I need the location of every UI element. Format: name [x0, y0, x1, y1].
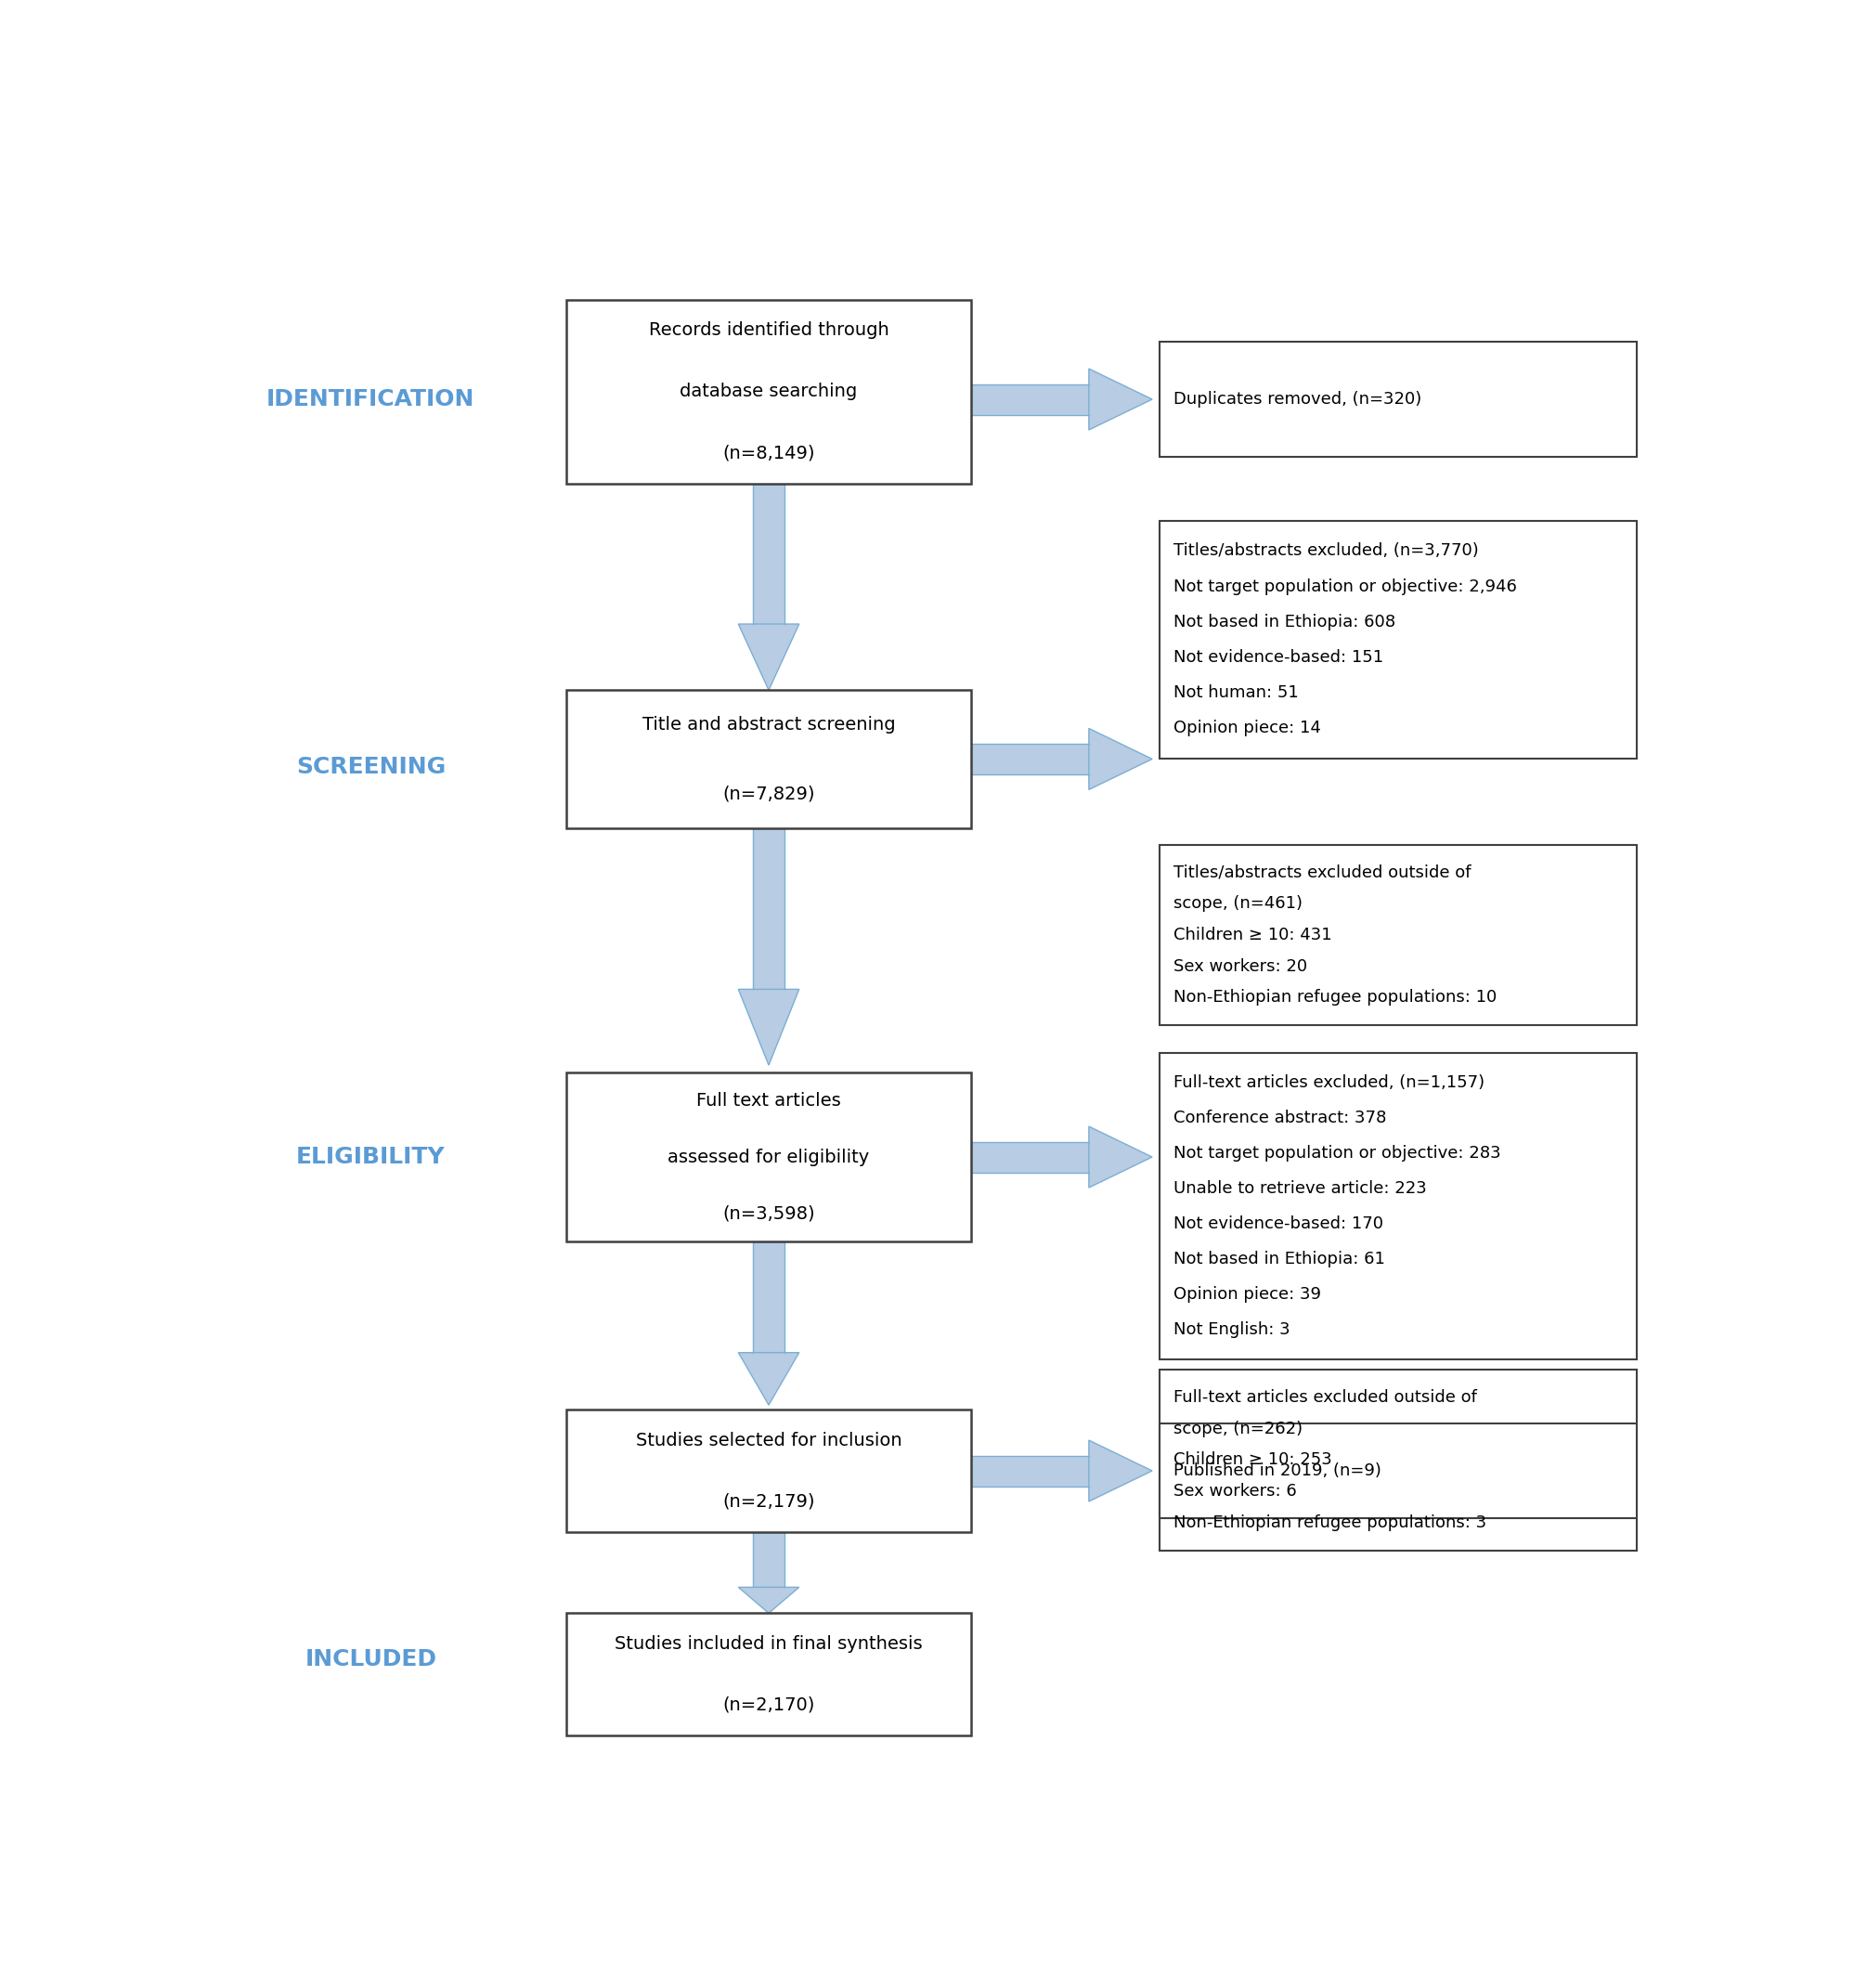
Bar: [752, 827, 784, 990]
Bar: [566, 1409, 971, 1533]
Text: Conference abstract: 378: Conference abstract: 378: [1174, 1109, 1387, 1127]
Text: Records identified through: Records identified through: [648, 322, 889, 340]
Text: Not target population or objective: 283: Not target population or objective: 283: [1174, 1145, 1501, 1161]
Bar: [1159, 845, 1637, 1026]
Text: Title and abstract screening: Title and abstract screening: [642, 716, 896, 734]
Text: Children ≥ 10: 253: Children ≥ 10: 253: [1174, 1451, 1333, 1469]
Text: Titles/abstracts excluded, (n=3,770): Titles/abstracts excluded, (n=3,770): [1174, 543, 1479, 559]
Text: (n=8,149): (n=8,149): [723, 443, 814, 461]
Text: Non-Ethiopian refugee populations: 3: Non-Ethiopian refugee populations: 3: [1174, 1515, 1486, 1531]
Polygon shape: [1088, 368, 1152, 429]
Text: Full-text articles excluded, (n=1,157): Full-text articles excluded, (n=1,157): [1174, 1074, 1484, 1091]
Text: IDENTIFICATION: IDENTIFICATION: [267, 388, 474, 410]
Text: Not human: 51: Not human: 51: [1174, 684, 1299, 702]
Text: Not evidence-based: 151: Not evidence-based: 151: [1174, 648, 1383, 666]
Bar: [971, 1141, 1088, 1173]
Text: Full-text articles excluded outside of: Full-text articles excluded outside of: [1174, 1390, 1477, 1406]
Text: scope, (n=461): scope, (n=461): [1174, 895, 1303, 912]
Text: Not target population or objective: 2,946: Not target population or objective: 2,94…: [1174, 579, 1518, 594]
Text: Duplicates removed, (n=320): Duplicates removed, (n=320): [1174, 392, 1423, 408]
Bar: [1159, 521, 1637, 757]
Bar: [752, 1241, 784, 1352]
Text: ELIGIBILITY: ELIGIBILITY: [297, 1145, 446, 1169]
Text: Sex workers: 6: Sex workers: 6: [1174, 1483, 1298, 1499]
Bar: [566, 1074, 971, 1241]
Text: (n=2,170): (n=2,170): [723, 1696, 814, 1714]
Text: Studies selected for inclusion: Studies selected for inclusion: [635, 1431, 902, 1449]
Bar: [971, 744, 1088, 775]
Text: Full text articles: Full text articles: [696, 1091, 840, 1109]
Polygon shape: [737, 990, 799, 1066]
Text: Unable to retrieve article: 223: Unable to retrieve article: 223: [1174, 1181, 1426, 1197]
Text: Studies included in final synthesis: Studies included in final synthesis: [614, 1634, 922, 1652]
Bar: [566, 300, 971, 483]
Bar: [566, 1612, 971, 1736]
Text: (n=2,179): (n=2,179): [723, 1493, 814, 1511]
Text: INCLUDED: INCLUDED: [304, 1648, 437, 1670]
Bar: [971, 384, 1088, 415]
Polygon shape: [1088, 1439, 1152, 1501]
Bar: [752, 1533, 784, 1586]
Text: (n=3,598): (n=3,598): [723, 1205, 816, 1223]
Polygon shape: [1088, 728, 1152, 789]
Text: assessed for eligibility: assessed for eligibility: [668, 1149, 870, 1165]
Text: database searching: database searching: [680, 384, 857, 400]
Text: Not based in Ethiopia: 608: Not based in Ethiopia: 608: [1174, 614, 1397, 630]
Polygon shape: [737, 1586, 799, 1612]
Text: scope, (n=262): scope, (n=262): [1174, 1421, 1303, 1437]
Polygon shape: [737, 1352, 799, 1406]
Bar: [1159, 1054, 1637, 1360]
Bar: [752, 483, 784, 624]
Text: Non-Ethiopian refugee populations: 10: Non-Ethiopian refugee populations: 10: [1174, 990, 1497, 1006]
Bar: [1159, 1423, 1637, 1519]
Text: Not based in Ethiopia: 61: Not based in Ethiopia: 61: [1174, 1250, 1385, 1266]
Text: Titles/abstracts excluded outside of: Titles/abstracts excluded outside of: [1174, 865, 1471, 881]
Bar: [1159, 342, 1637, 457]
Text: Published in 2019, (n=9): Published in 2019, (n=9): [1174, 1463, 1382, 1479]
Text: Not English: 3: Not English: 3: [1174, 1320, 1290, 1338]
Polygon shape: [1088, 1127, 1152, 1187]
Text: Opinion piece: 39: Opinion piece: 39: [1174, 1286, 1322, 1302]
Text: Children ≥ 10: 431: Children ≥ 10: 431: [1174, 926, 1333, 944]
Text: Sex workers: 20: Sex workers: 20: [1174, 958, 1307, 974]
Bar: [971, 1455, 1088, 1487]
Polygon shape: [737, 624, 799, 690]
Bar: [1159, 1370, 1637, 1551]
Bar: [566, 690, 971, 827]
Text: (n=7,829): (n=7,829): [723, 785, 814, 803]
Text: SCREENING: SCREENING: [297, 755, 446, 777]
Text: Opinion piece: 14: Opinion piece: 14: [1174, 720, 1322, 738]
Text: Not evidence-based: 170: Not evidence-based: 170: [1174, 1215, 1383, 1233]
